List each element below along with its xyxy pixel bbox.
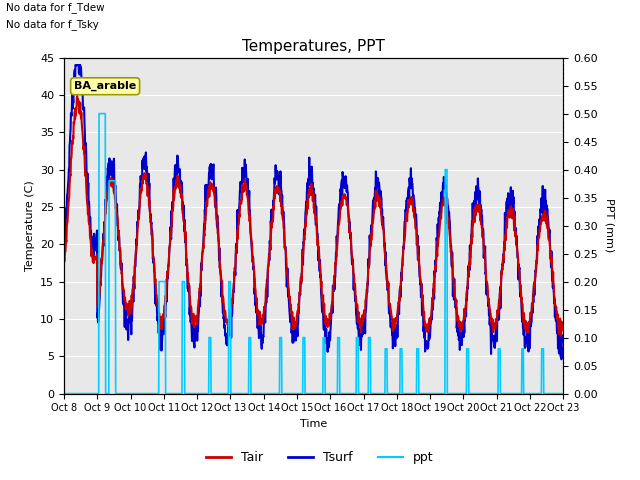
Y-axis label: PPT (mm): PPT (mm) xyxy=(604,198,614,253)
Title: Temperatures, PPT: Temperatures, PPT xyxy=(242,39,385,54)
X-axis label: Time: Time xyxy=(300,419,327,429)
Legend: Tair, Tsurf, ppt: Tair, Tsurf, ppt xyxy=(202,446,438,469)
Text: BA_arable: BA_arable xyxy=(74,81,136,91)
Text: No data for f_Tdew: No data for f_Tdew xyxy=(6,2,105,13)
Y-axis label: Temperature (C): Temperature (C) xyxy=(24,180,35,271)
Text: No data for f_Tsky: No data for f_Tsky xyxy=(6,19,99,30)
